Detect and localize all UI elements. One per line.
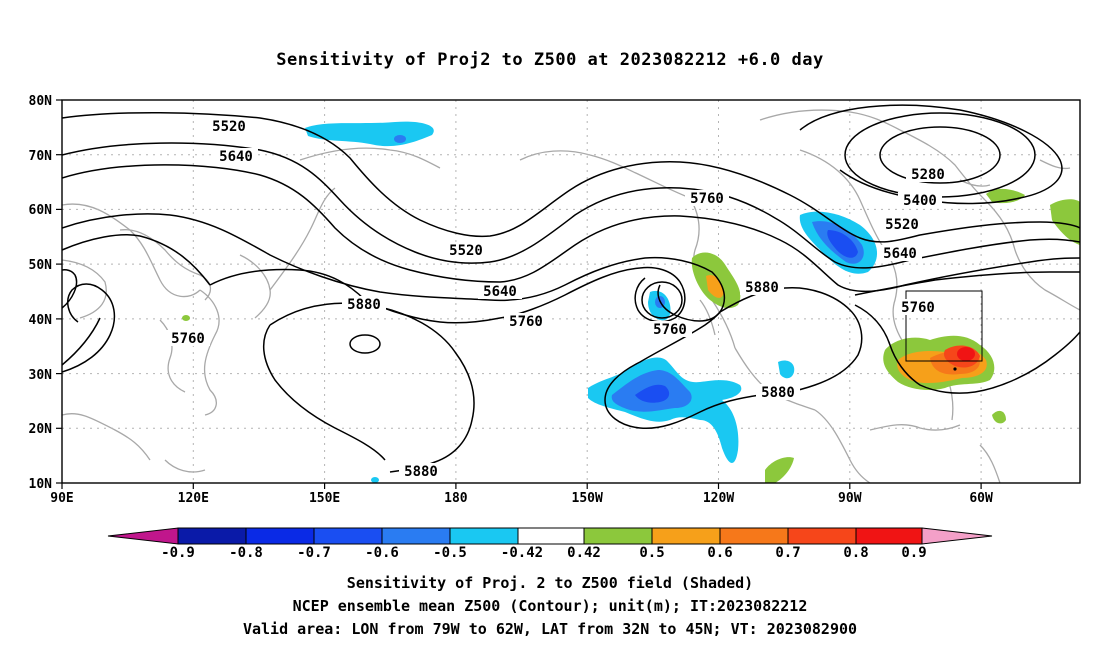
valid-area-box (905, 290, 983, 362)
colorbar-cell (245, 527, 315, 545)
lon-label: 180 (444, 491, 468, 506)
colorbar-label: 0.42 (567, 545, 601, 561)
contour-label: 5760 (901, 300, 935, 316)
lat-label: 80N (29, 94, 53, 109)
lon-label: 120W (703, 491, 734, 506)
colorbar-label: -0.6 (365, 545, 399, 561)
colorbar-label: -0.8 (229, 545, 263, 561)
coastlines (62, 109, 1080, 483)
contour-label: 5760 (171, 331, 205, 347)
contour-label: 5520 (449, 243, 483, 259)
lat-label: 30N (29, 368, 53, 383)
colorbar-label: -0.5 (433, 545, 467, 561)
lat-labels: 80N 70N 60N 50N 40N 30N 20N 10N (29, 94, 53, 492)
colorbar-cell (651, 527, 721, 545)
contour-label: 5760 (653, 322, 687, 338)
footer-shading-caption: Sensitivity of Proj. 2 to Z500 field (Sh… (346, 574, 754, 592)
lon-label: 60W (969, 491, 993, 506)
chart-title: Sensitivity of Proj2 to Z500 at 20230822… (276, 50, 824, 70)
contour-label: 5520 (212, 119, 246, 135)
contour-label: 5520 (885, 217, 919, 233)
colorbar-label: 0.5 (639, 545, 665, 561)
lat-label: 70N (29, 149, 53, 164)
lon-label: 90W (838, 491, 862, 506)
colorbar-cell (719, 527, 789, 545)
contour-label: 5880 (761, 385, 795, 401)
contour-label: 5640 (483, 284, 517, 300)
contour-label: 5280 (911, 167, 945, 183)
colorbar (107, 527, 993, 545)
colorbar-cell (787, 527, 857, 545)
contour-label: 5880 (745, 280, 779, 296)
colorbar-cell (177, 527, 247, 545)
contour-label: 5760 (509, 314, 543, 330)
lat-label: 40N (29, 313, 53, 328)
lon-labels: 90E 120E 150E 180 150W 120W 90W 60W (50, 491, 993, 506)
lon-label: 150W (572, 491, 603, 506)
lat-label: 60N (29, 203, 53, 218)
axis-ticks (56, 99, 982, 489)
colorbar-label: 0.9 (901, 545, 927, 561)
contour-label: 5760 (690, 191, 724, 207)
colorbar-label: 0.7 (775, 545, 801, 561)
colorbar-label: 0.6 (707, 545, 733, 561)
sensitivity-shading (182, 121, 1080, 483)
lon-label: 150E (309, 491, 340, 506)
contour-label: 5400 (903, 193, 937, 209)
contour-label: 5880 (347, 297, 381, 313)
plot-frame (61, 99, 1081, 484)
lat-label: 50N (29, 258, 53, 273)
contour-label: 5640 (883, 246, 917, 262)
lon-label: 90E (50, 491, 73, 506)
colorbar-cell (449, 527, 519, 545)
colorbar-cell (313, 527, 383, 545)
colorbar-label: -0.7 (297, 545, 331, 561)
footer-contour-caption: NCEP ensemble mean Z500 (Contour); unit(… (292, 597, 808, 615)
colorbar-label: -0.9 (161, 545, 195, 561)
lat-label: 10N (29, 477, 53, 492)
colorbar-pos-triangle (921, 527, 993, 545)
contour-labels: 5520 5640 5520 5640 5760 5880 5760 5760 … (166, 118, 950, 480)
colorbar-cell (381, 527, 451, 545)
colorbar-cell (855, 527, 923, 545)
colorbar-cell (517, 527, 585, 545)
colorbar-label: 0.8 (843, 545, 869, 561)
contour-label: 5640 (219, 149, 253, 165)
colorbar-label: -0.42 (500, 545, 544, 561)
footer-valid-area-caption: Valid area: LON from 79W to 62W, LAT fro… (242, 620, 858, 638)
z500-contours (62, 104, 1080, 473)
lon-label: 120E (178, 491, 209, 506)
colorbar-neg-triangle (107, 527, 179, 545)
colorbar-cell (583, 527, 653, 545)
contour-label: 5880 (404, 464, 438, 480)
lat-label: 20N (29, 422, 53, 437)
